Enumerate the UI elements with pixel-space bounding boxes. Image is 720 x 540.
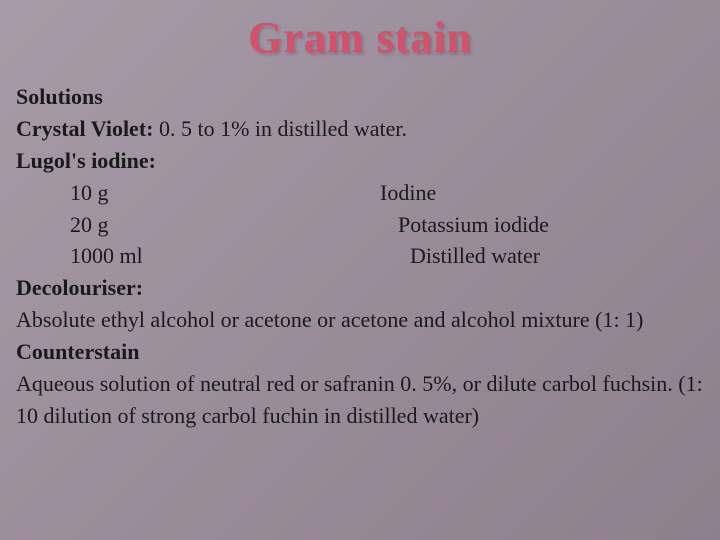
- heading-lugols: Lugol's iodine:: [16, 145, 704, 177]
- decolouriser-text: Absolute ethyl alcohol or acetone or ace…: [16, 304, 704, 336]
- iodine-row: 10 g Iodine: [16, 177, 704, 209]
- qty: 20 g: [70, 209, 380, 241]
- qty: 1000 ml: [70, 240, 380, 272]
- chem: Potassium iodide: [380, 209, 704, 241]
- crystal-violet-line: Crystal Violet: 0. 5 to 1% in distilled …: [16, 113, 704, 145]
- page-title: Gram stain: [0, 0, 720, 63]
- heading-solutions: Solutions: [16, 81, 704, 113]
- heading-decolouriser: Decolouriser:: [16, 272, 704, 304]
- iodine-row: 1000 ml Distilled water: [16, 240, 704, 272]
- content-block: Solutions Crystal Violet: 0. 5 to 1% in …: [0, 63, 720, 432]
- heading-crystal-violet: Crystal Violet:: [16, 116, 153, 141]
- qty: 10 g: [70, 177, 380, 209]
- crystal-violet-text: 0. 5 to 1% in distilled water.: [153, 116, 407, 141]
- chem: Distilled water: [380, 240, 704, 272]
- heading-counterstain: Counterstain: [16, 336, 704, 368]
- chem: Iodine: [380, 177, 704, 209]
- iodine-row: 20 g Potassium iodide: [16, 209, 704, 241]
- counterstain-text: Aqueous solution of neutral red or safra…: [16, 368, 704, 432]
